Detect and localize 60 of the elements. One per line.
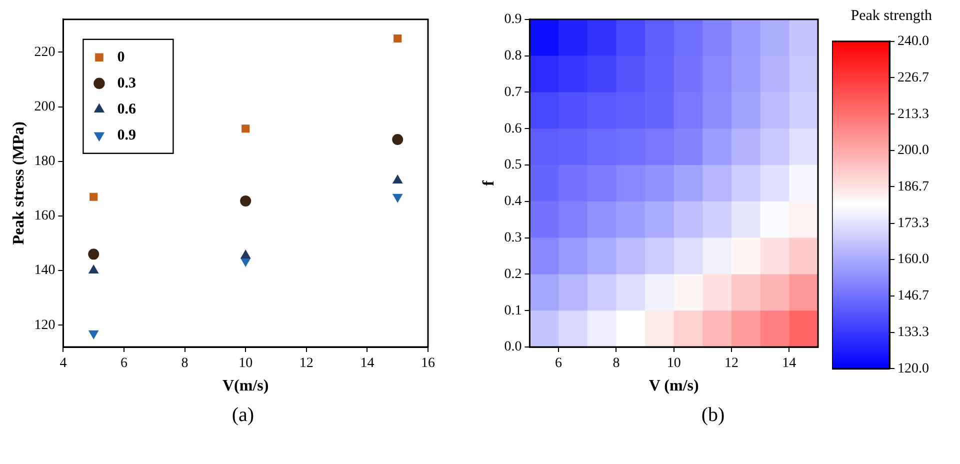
color-bar-label: 133.3 xyxy=(898,325,929,340)
color-bar-label: 120.0 xyxy=(898,361,929,376)
point xyxy=(394,34,402,43)
y-axis-title: Peak stress (MPa) xyxy=(10,122,28,245)
legend-label: 0.3 xyxy=(117,75,136,92)
y-tick-label: 0.9 xyxy=(504,12,522,28)
legend-label: 0 xyxy=(117,49,125,66)
x-tick-label: 6 xyxy=(555,356,562,372)
y-tick-label: 0.6 xyxy=(504,121,522,136)
x-tick-label: 4 xyxy=(60,356,67,372)
color-bar-label: 240.0 xyxy=(898,34,929,50)
y-tick-label: 0.4 xyxy=(504,194,522,210)
legend-label: 0.9 xyxy=(117,127,136,144)
color-bar-label: 226.7 xyxy=(898,70,929,86)
x-tick-label: 8 xyxy=(181,356,188,372)
point xyxy=(242,124,250,133)
y-tick-label: 200 xyxy=(34,99,56,114)
color-bar-title: Peak strength xyxy=(850,8,932,26)
point xyxy=(240,250,250,259)
color-bar-label: 160.0 xyxy=(898,252,929,268)
point xyxy=(88,248,100,260)
x-tick-label: 6 xyxy=(120,356,128,372)
color-bar-label: 186.7 xyxy=(898,179,929,194)
y-tick-label: 0.2 xyxy=(504,266,522,282)
x-tick-label: 14 xyxy=(360,356,374,372)
x-tick-label: 10 xyxy=(666,356,681,372)
y-axis-title: f xyxy=(480,180,498,186)
text: (a) xyxy=(230,404,256,427)
point xyxy=(88,330,98,339)
color-bar-label: 213.3 xyxy=(898,106,929,122)
color-bar-label: 146.7 xyxy=(898,288,929,304)
x-axis-title: V (m/s) xyxy=(648,378,699,395)
y-tick-label: 220 xyxy=(34,44,56,60)
color-bar-label: 200.0 xyxy=(898,143,929,158)
point xyxy=(392,134,404,146)
point xyxy=(392,194,402,202)
x-tick-label: 16 xyxy=(421,356,435,372)
y-tick-label: 180 xyxy=(34,154,56,170)
y-tick-label: 140 xyxy=(34,263,56,278)
x-axis-title: V(m/s) xyxy=(222,378,269,395)
legend-label: 0.6 xyxy=(117,101,136,118)
x-tick-label: 12 xyxy=(724,356,739,372)
y-tick-label: 0.3 xyxy=(504,230,522,246)
y-tick-label: 0.1 xyxy=(504,303,522,318)
x-tick-label: 8 xyxy=(612,356,620,372)
y-tick-label: 0.7 xyxy=(504,84,522,100)
point xyxy=(90,192,98,201)
y-tick-label: 160 xyxy=(34,208,56,224)
x-tick-label: 10 xyxy=(238,356,253,372)
x-tick-label: 12 xyxy=(299,356,314,372)
color-bar-label: 173.3 xyxy=(898,216,929,231)
text: (b) xyxy=(700,404,726,427)
y-tick-label: 0.5 xyxy=(504,158,522,173)
y-tick-label: 120 xyxy=(34,318,56,333)
point xyxy=(240,195,252,206)
point xyxy=(240,258,250,267)
y-tick-label: 0.0 xyxy=(504,340,522,355)
point xyxy=(88,265,98,274)
y-tick-label: 0.8 xyxy=(504,48,522,64)
x-tick-label: 14 xyxy=(782,356,796,372)
